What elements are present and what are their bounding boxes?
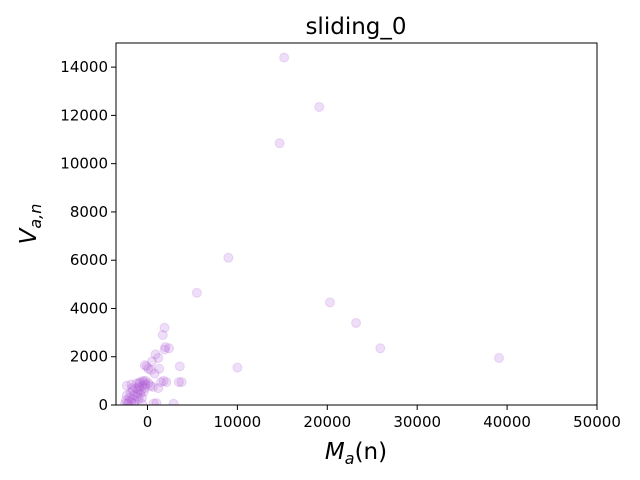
- data-point: [139, 383, 150, 394]
- data-point: [122, 398, 133, 405]
- data-point: [173, 377, 184, 388]
- data-point: [151, 398, 162, 405]
- y-axis-label: Va,n: [16, 204, 45, 245]
- data-point: [134, 378, 145, 389]
- data-point: [119, 398, 130, 405]
- data-point: [157, 330, 168, 341]
- data-point: [223, 252, 234, 263]
- data-point: [135, 389, 146, 400]
- data-point: [137, 398, 148, 405]
- y-tick-label: 8000: [70, 203, 108, 221]
- data-point: [126, 379, 137, 390]
- data-point: [143, 363, 154, 374]
- data-point: [159, 322, 170, 333]
- y-tick-label: 2000: [70, 348, 108, 366]
- data-point: [128, 398, 139, 405]
- data-point: [138, 377, 149, 388]
- chart-title: sliding_0: [305, 14, 406, 40]
- x-axis-label: Ma(n): [325, 439, 387, 468]
- data-point: [126, 397, 137, 405]
- y-axis-label-sub: a,n: [26, 204, 45, 229]
- data-point: [232, 362, 243, 373]
- y-tick-label: 14000: [60, 58, 108, 76]
- y-tick-label: 6000: [70, 251, 108, 269]
- data-point: [133, 393, 144, 404]
- data-point: [494, 352, 505, 363]
- data-point: [127, 383, 138, 394]
- data-point: [147, 381, 158, 392]
- data-point: [164, 343, 175, 354]
- data-point: [150, 349, 161, 360]
- data-point: [132, 387, 143, 398]
- data-point: [129, 396, 140, 405]
- y-axis: 0 2000 4000 6000 8000 10000 12000 14000: [60, 58, 116, 414]
- data-point: [191, 287, 202, 298]
- x-tick-label: 40000: [483, 413, 531, 431]
- x-axis-label-sub: a: [345, 449, 355, 468]
- y-tick-label: 12000: [60, 106, 108, 124]
- data-point: [139, 360, 150, 371]
- plot-frame: [115, 42, 598, 406]
- data-point: [141, 361, 152, 372]
- data-point: [143, 378, 154, 389]
- data-point: [138, 386, 149, 397]
- data-point: [145, 380, 156, 391]
- data-point: [168, 398, 179, 405]
- data-point: [121, 380, 132, 391]
- data-point: [351, 317, 362, 328]
- data-point: [146, 356, 157, 367]
- data-point: [274, 138, 285, 149]
- x-tick-label: 30000: [393, 413, 441, 431]
- x-axis-label-rest: (n): [355, 439, 388, 465]
- data-point: [149, 368, 160, 379]
- data-point: [136, 385, 147, 396]
- data-point: [131, 391, 142, 402]
- data-point: [128, 390, 139, 401]
- data-point: [160, 342, 171, 353]
- data-point: [121, 390, 132, 401]
- data-point: [137, 380, 148, 391]
- data-point: [314, 101, 325, 112]
- x-tick-label: 20000: [303, 413, 351, 431]
- data-point: [134, 381, 145, 392]
- data-point: [137, 375, 148, 386]
- x-axis: 0 10000 20000 30000 40000 50000: [143, 405, 621, 431]
- data-point: [148, 398, 159, 405]
- data-point: [131, 378, 142, 389]
- y-tick-label: 4000: [70, 299, 108, 317]
- data-point: [140, 375, 151, 386]
- data-point: [127, 393, 138, 404]
- data-point: [154, 363, 165, 374]
- data-point: [133, 384, 144, 395]
- points-layer: [119, 52, 505, 405]
- data-point: [155, 377, 166, 388]
- data-point: [161, 377, 172, 388]
- y-axis-label-main: V: [16, 226, 42, 244]
- data-point: [279, 52, 290, 63]
- data-point: [130, 383, 141, 394]
- x-tick-label: 50000: [573, 413, 621, 431]
- data-point: [135, 377, 146, 388]
- data-point: [140, 379, 151, 390]
- data-point: [137, 392, 148, 403]
- data-point: [174, 361, 185, 372]
- x-tick-label: 0: [143, 413, 153, 431]
- data-point: [159, 344, 170, 355]
- data-point: [123, 396, 134, 405]
- data-point: [375, 343, 386, 354]
- x-axis-label-main: M: [325, 439, 345, 465]
- data-point: [153, 383, 164, 394]
- data-point: [146, 365, 157, 376]
- data-point: [158, 375, 169, 386]
- data-point: [153, 352, 164, 363]
- y-tick-label: 10000: [60, 155, 108, 173]
- y-tick-label: 0: [98, 396, 108, 414]
- data-point: [128, 385, 139, 396]
- data-point: [176, 377, 187, 388]
- x-tick-label: 10000: [214, 413, 262, 431]
- data-point: [125, 387, 136, 398]
- data-point: [124, 392, 135, 403]
- data-point: [324, 297, 335, 308]
